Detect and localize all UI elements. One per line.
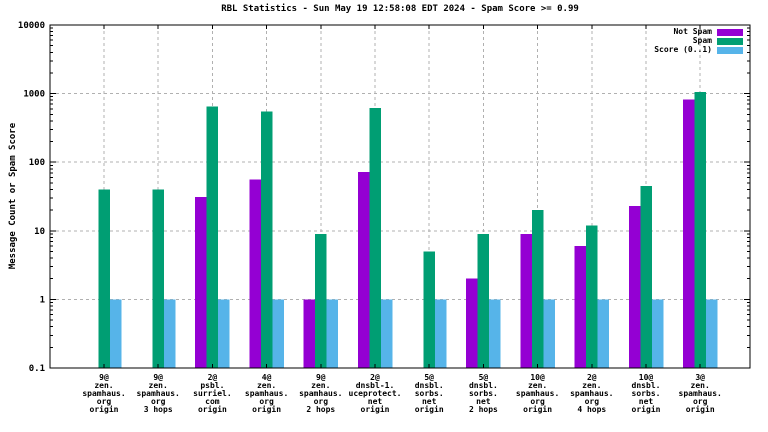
x-label-10: 10@ dnsbl. sorbs. net origin xyxy=(631,373,661,414)
y-tick-label: 10000 xyxy=(18,21,45,31)
bar-spam-3 xyxy=(260,111,273,368)
legend-item-not-spam: Not Spam xyxy=(654,28,743,36)
x-label-3: 4@ zen. spamhaus. org origin xyxy=(244,373,289,414)
bar-spam-2 xyxy=(206,106,219,368)
x-label-2: 2@ psbl. surriel. com origin xyxy=(193,373,232,414)
legend-label: Score (0..1) xyxy=(654,45,712,54)
x-label-5: 2@ dnsbl-1. uceprotect. net origin xyxy=(348,373,402,414)
bar-not-spam-8 xyxy=(520,233,532,368)
x-label-9: 2@ zen. spamhaus. org 4 hops xyxy=(570,373,614,414)
bar-not-spam-4 xyxy=(303,299,316,368)
bar-score-0-1-1 xyxy=(163,299,176,368)
legend-swatch-1 xyxy=(717,37,743,45)
bar-spam-6 xyxy=(423,251,435,368)
bar-spam-9 xyxy=(586,225,598,368)
legend-label: Not Spam xyxy=(673,27,712,36)
bar-not-spam-3 xyxy=(249,179,261,368)
y-tick-label: 0.1 xyxy=(29,364,45,374)
bar-spam-11 xyxy=(694,92,706,368)
bar-score-0-1-0 xyxy=(109,299,122,368)
bar-not-spam-10 xyxy=(628,205,641,368)
y-tick-label: 1000 xyxy=(23,90,45,100)
bar-score-0-1-11 xyxy=(705,299,718,368)
bar-spam-7 xyxy=(477,233,490,368)
x-label-6: 5@ dnsbl. sorbs. net origin xyxy=(414,373,444,414)
legend-swatch-2 xyxy=(717,46,743,54)
bar-score-0-1-4 xyxy=(326,299,339,368)
bar-spam-10 xyxy=(640,185,652,368)
x-label-11: 3@ zen. spamhaus. org origin xyxy=(678,373,722,414)
bar-score-0-1-9 xyxy=(597,299,610,368)
bar-not-spam-2 xyxy=(195,197,207,368)
bar-not-spam-5 xyxy=(357,171,370,368)
chart-title: RBL Statistics - Sun May 19 12:58:08 EDT… xyxy=(221,4,579,14)
bar-spam-1 xyxy=(152,189,164,368)
bar-score-0-1-6 xyxy=(434,299,447,368)
bar-score-0-1-3 xyxy=(272,299,284,368)
legend-item-score-0-1: Score (0..1) xyxy=(654,46,743,54)
bar-spam-4 xyxy=(315,233,327,368)
legend-swatch-0 xyxy=(717,28,743,36)
x-label-1: 9@ zen. spamhaus. org 3 hops xyxy=(136,373,180,414)
x-label-0: 9@ zen. spamhaus. org origin xyxy=(82,373,126,414)
x-label-7: 5@ dnsbl. sorbs. net 2 hops xyxy=(468,373,498,414)
bar-score-0-1-7 xyxy=(489,299,501,368)
bar-score-0-1-8 xyxy=(543,299,555,368)
bar-spam-5 xyxy=(369,107,381,369)
bar-score-0-1-10 xyxy=(651,299,664,368)
bar-not-spam-9 xyxy=(574,246,587,368)
bar-spam-0 xyxy=(98,189,110,368)
bar-not-spam-11 xyxy=(682,99,695,369)
legend-item-spam: Spam xyxy=(654,37,743,45)
legend-label: Spam xyxy=(692,36,712,45)
bar-not-spam-7 xyxy=(466,278,478,368)
bar-score-0-1-2 xyxy=(218,299,230,368)
x-label-4: 9@ zen. spamhaus. org 2 hops xyxy=(299,373,343,414)
x-label-8: 10@ zen. spamhaus. org origin xyxy=(515,373,560,414)
bar-spam-8 xyxy=(531,210,544,368)
bar-score-0-1-5 xyxy=(380,299,393,368)
plot-border xyxy=(49,24,751,369)
y-tick-label: 10 xyxy=(34,227,45,237)
y-tick-label: 100 xyxy=(29,158,45,168)
y-tick-label: 1 xyxy=(40,295,45,305)
legend: Not Spam Spam Score (0..1) xyxy=(654,28,743,54)
